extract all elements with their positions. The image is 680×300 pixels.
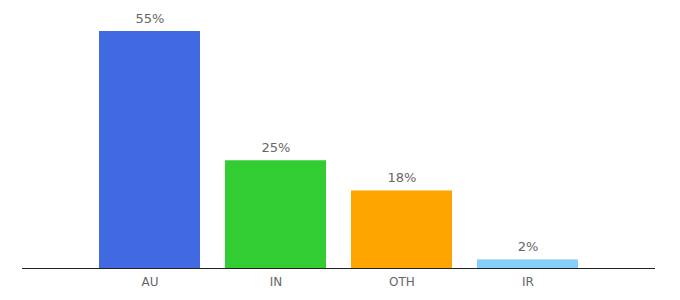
svg-text:2%: 2% — [518, 239, 539, 254]
svg-text:IN: IN — [270, 275, 283, 289]
svg-text:25%: 25% — [262, 140, 291, 155]
svg-text:AU: AU — [142, 275, 159, 289]
svg-text:IR: IR — [522, 275, 534, 289]
svg-text:18%: 18% — [388, 170, 417, 185]
svg-text:OTH: OTH — [389, 275, 415, 289]
svg-text:55%: 55% — [136, 11, 165, 26]
